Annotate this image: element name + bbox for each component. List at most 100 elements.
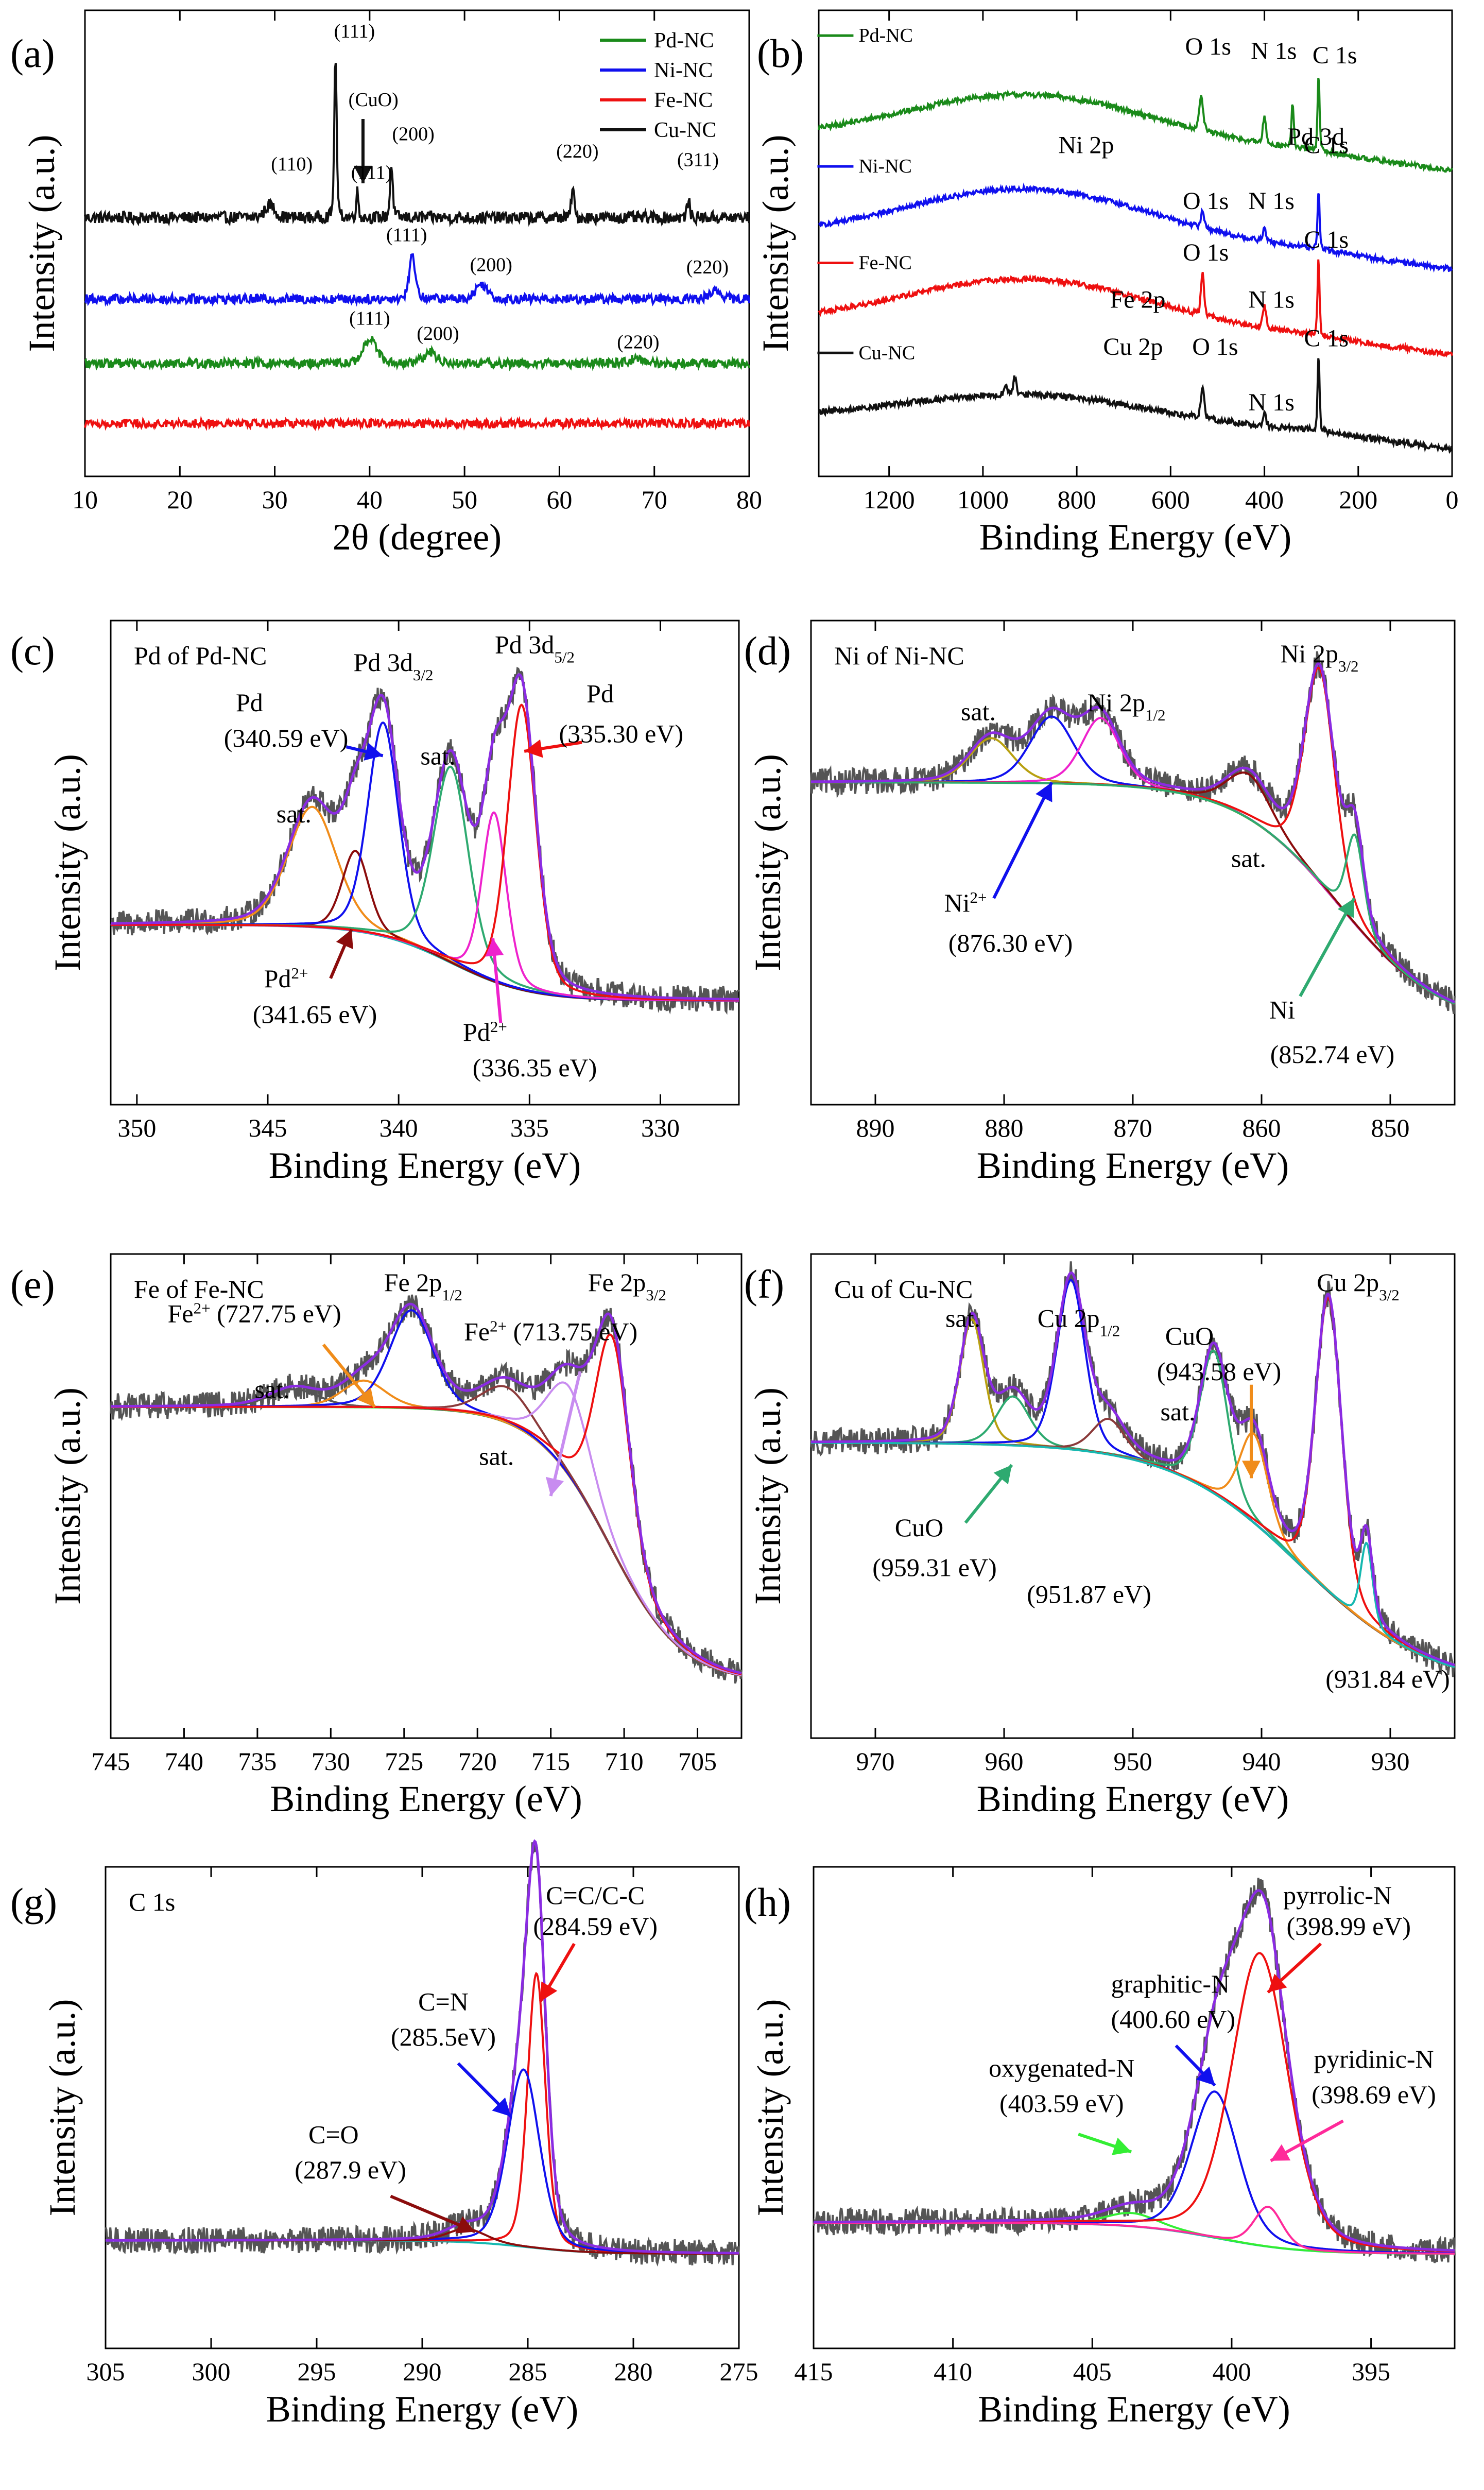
peak-annotation: sat. xyxy=(945,1303,980,1332)
fit-component-3 xyxy=(811,771,1455,1005)
x-tick-label: 1000 xyxy=(957,485,1009,514)
peak-annotation: O 1s xyxy=(1183,239,1229,266)
peak-annotation: (200) xyxy=(392,124,434,145)
peak-annotation: (285.5eV) xyxy=(391,2022,496,2051)
annotation-arrow xyxy=(992,781,1054,899)
fit-envelope xyxy=(111,1302,742,1675)
fit-component-7 xyxy=(811,1441,1455,1668)
x-tick-label: 70 xyxy=(642,485,667,514)
peak-annotation: (111) xyxy=(334,21,375,42)
x-tick-label: 340 xyxy=(379,1113,418,1142)
x-axis-label: Binding Energy (eV) xyxy=(269,1145,581,1186)
x-tick-label: 735 xyxy=(238,1747,277,1776)
peak-annotation: (340.59 eV) xyxy=(224,724,349,752)
x-axis-label: Binding Energy (eV) xyxy=(979,517,1292,558)
peak-annotation: (220) xyxy=(617,331,659,353)
background-line xyxy=(111,1406,742,1677)
x-tick-label: 930 xyxy=(1371,1747,1410,1776)
panel-title: Fe of Fe-NC xyxy=(134,1275,264,1303)
legend-label: Cu-NC xyxy=(654,118,716,142)
peak-annotation: Pd 3d5/2 xyxy=(495,630,575,666)
peak-annotation: Fe 2p3/2 xyxy=(588,1268,666,1304)
x-tick-label: 860 xyxy=(1243,1113,1281,1142)
x-tick-label: 335 xyxy=(510,1113,549,1142)
panel-4: (e) 745 740 735 730 725 720 715 710 705 Binding En… xyxy=(10,1253,743,1819)
annotation-arrowhead xyxy=(356,1387,375,1407)
peak-annotation: Cu 2p3/2 xyxy=(1317,1268,1399,1304)
x-tick-label: 400 xyxy=(1245,485,1284,514)
annotation-arrowhead xyxy=(545,1476,564,1496)
x-tick-label: 940 xyxy=(1243,1747,1281,1776)
legend-label: Pd-NC xyxy=(654,29,714,53)
fit-component-2 xyxy=(111,1309,742,1677)
x-tick-label: 970 xyxy=(856,1747,895,1776)
y-axis-label: Intensity (a.u.) xyxy=(747,754,788,971)
peak-annotation: (959.31 eV) xyxy=(872,1553,997,1582)
panel-label: (a) xyxy=(10,31,55,76)
peak-annotation: (931.84 eV) xyxy=(1325,1664,1450,1693)
raw-spectrum xyxy=(810,651,1456,1015)
peak-annotation: C=C/C-C xyxy=(546,1881,645,1910)
peak-annotation: (111) xyxy=(349,308,390,330)
plot-frame xyxy=(84,9,750,477)
peak-annotation: sat. xyxy=(479,1441,514,1470)
annotation-arrowhead xyxy=(524,739,543,758)
peak-annotation: Pd xyxy=(586,679,614,708)
panel-label: (c) xyxy=(10,628,55,673)
peak-annotation: Ni 2p3/2 xyxy=(1280,639,1358,675)
legend-label: Ni-NC xyxy=(858,156,911,177)
peak-annotation: (335.30 eV) xyxy=(559,719,683,748)
annotation-arrowhead xyxy=(993,1465,1012,1485)
annotation-arrowhead xyxy=(1270,2144,1291,2161)
peak-annotation: sat. xyxy=(1231,844,1266,873)
peak-annotation: CuO xyxy=(895,1513,943,1542)
series-line-ni-nc xyxy=(818,182,1453,273)
peak-annotation: Cu 2p xyxy=(1103,333,1163,360)
x-tick-label: 890 xyxy=(856,1113,895,1142)
fit-envelope xyxy=(811,662,1456,1004)
panel-label: (e) xyxy=(10,1262,55,1307)
peak-annotation: N 1s xyxy=(1251,37,1297,64)
peak-annotation: (876.30 eV) xyxy=(948,929,1073,957)
peak-annotation: N 1s xyxy=(1249,187,1295,215)
peak-annotation: (220) xyxy=(556,141,598,162)
annotation-arrowhead xyxy=(540,1981,558,2002)
x-axis-label: Binding Energy (eV) xyxy=(978,2389,1290,2430)
fit-envelope xyxy=(111,673,739,1001)
peak-annotation: Ni xyxy=(1269,995,1295,1024)
peak-annotation: (341.65 eV) xyxy=(253,1000,377,1028)
annotation-arrowhead xyxy=(364,742,383,761)
peak-annotation: Fe 2p xyxy=(1110,286,1166,313)
annotation-arrowhead xyxy=(455,2216,475,2234)
y-axis-label: Intensity (a.u.) xyxy=(747,1387,788,1605)
panel-0: (a) 10 20 30 40 50 60 70 80 2θ (degree) Intensity … xyxy=(10,9,762,558)
fit-component-1 xyxy=(111,1379,742,1677)
x-tick-label: 850 xyxy=(1371,1113,1410,1142)
x-tick-label: 715 xyxy=(531,1747,570,1776)
peak-annotation: (287.9 eV) xyxy=(295,2155,406,2184)
peak-annotation: pyrrolic-N xyxy=(1283,1881,1392,1910)
x-tick-label: 880 xyxy=(985,1113,1024,1142)
panel-6: (g) 305 300 295 290 285 280 275 Binding Energy (… xyxy=(10,1839,758,2430)
legend-label: Fe-NC xyxy=(858,252,911,273)
fit-component-5 xyxy=(811,781,1455,1005)
peak-annotation: Ni2+ xyxy=(944,888,987,918)
x-tick-label: 40 xyxy=(357,485,383,514)
peak-annotation: Fe2+ (727.75 eV) xyxy=(168,1299,341,1328)
x-tick-label: 295 xyxy=(298,2357,336,2386)
raw-spectrum xyxy=(810,1261,1455,1677)
annotation-arrowhead xyxy=(485,938,504,957)
peak-annotation: (284.59 eV) xyxy=(533,1912,658,1941)
peak-annotation: O 1s xyxy=(1185,33,1231,60)
legend-label: Fe-NC xyxy=(654,89,713,112)
x-tick-label: 280 xyxy=(614,2357,653,2386)
fit-component-5 xyxy=(111,703,739,1001)
fit-component-4 xyxy=(111,1381,742,1676)
peak-annotation: (111) xyxy=(386,224,427,246)
plot-frame xyxy=(110,1253,743,1739)
x-tick-label: 305 xyxy=(87,2357,125,2386)
peak-annotation: N 1s xyxy=(1249,286,1295,313)
peak-annotation: (200) xyxy=(417,323,459,345)
peak-annotation: sat. xyxy=(1160,1397,1195,1426)
